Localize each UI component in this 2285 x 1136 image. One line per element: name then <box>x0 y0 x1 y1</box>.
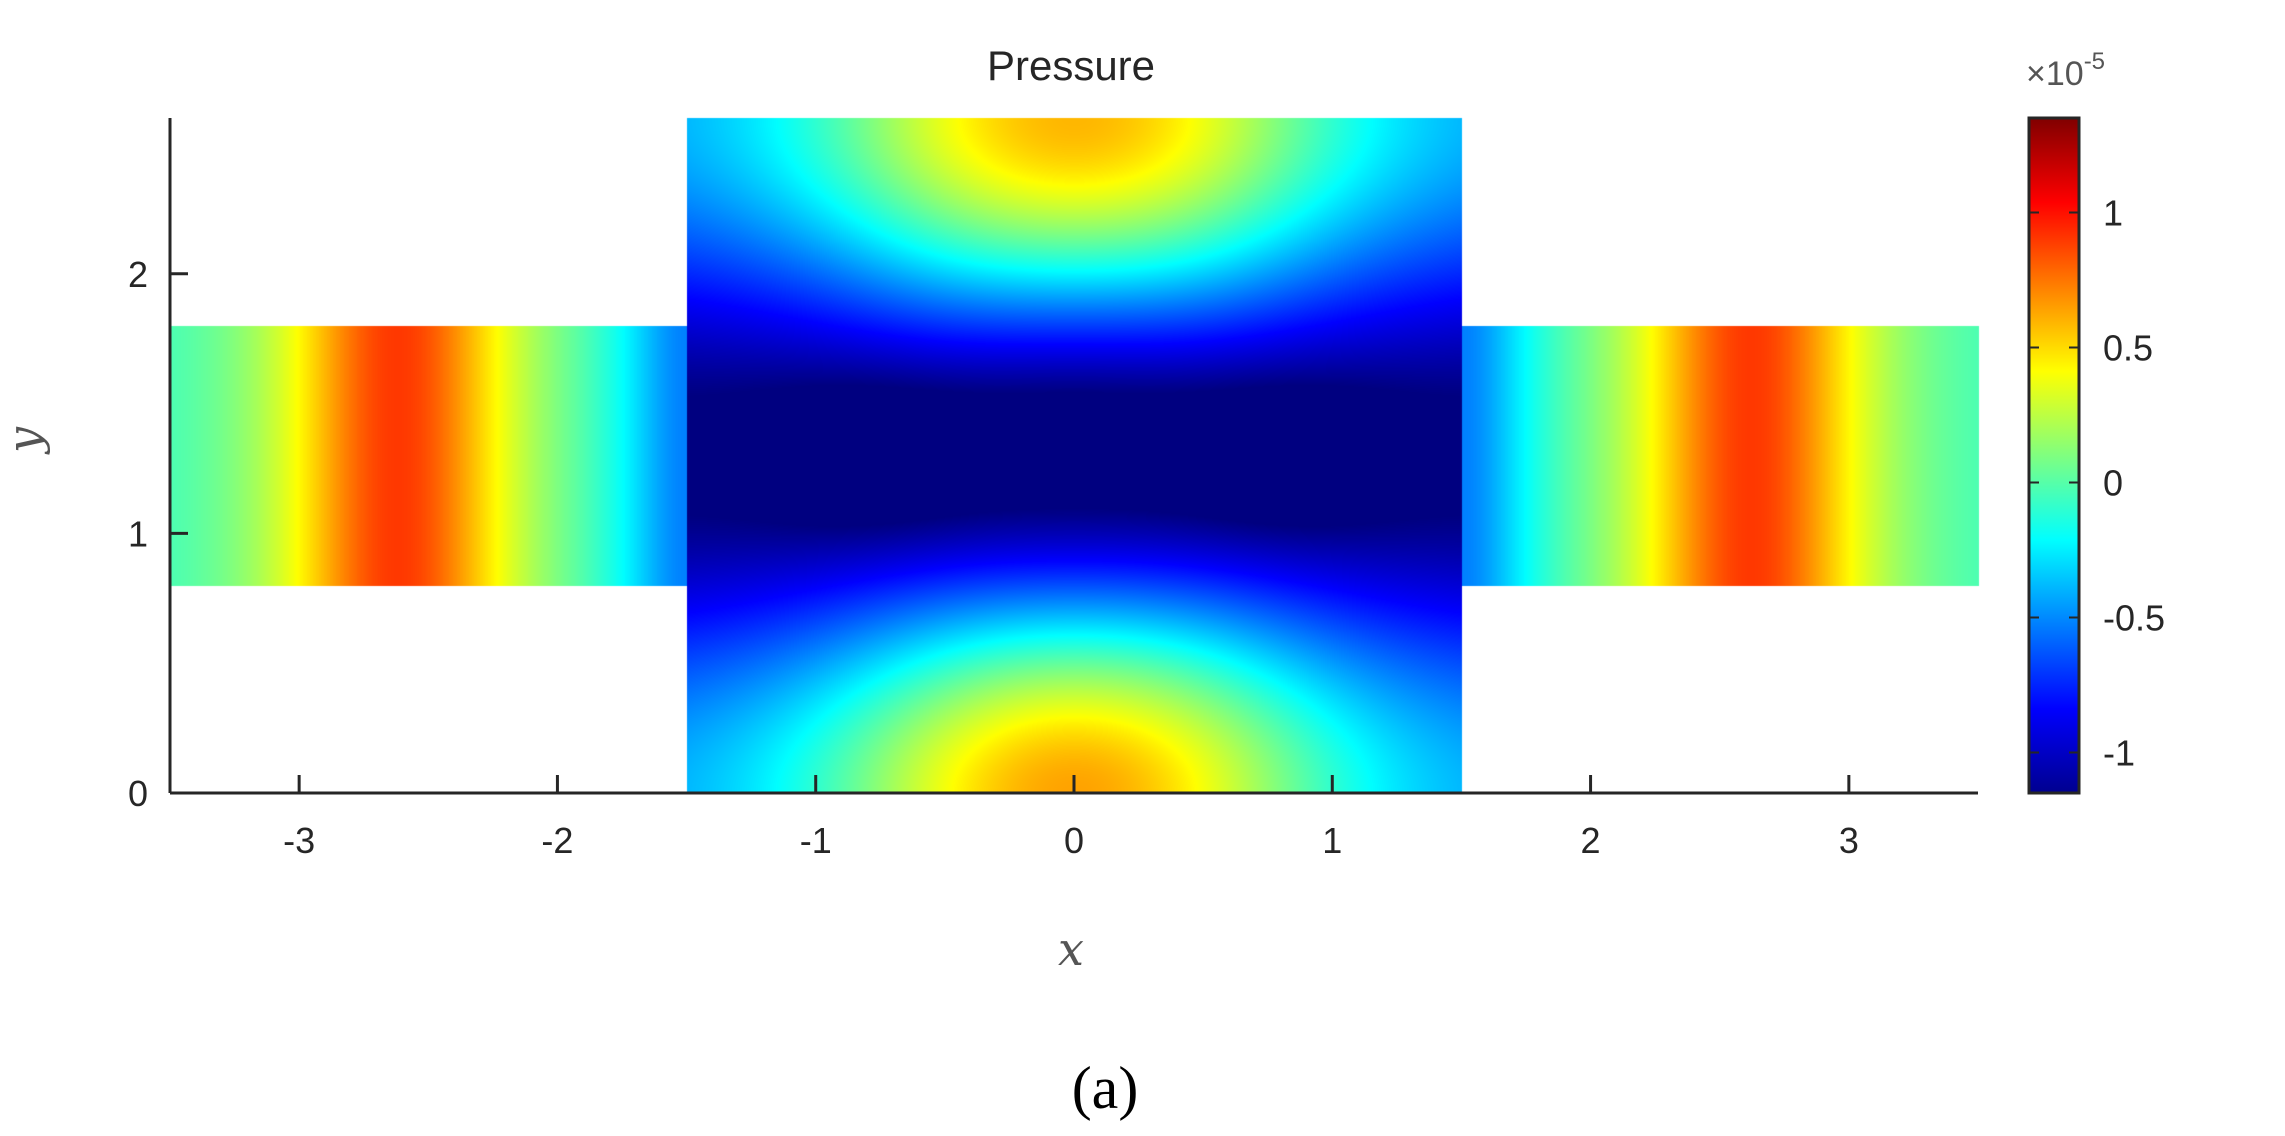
colorbar-tick-label: -1 <box>2103 733 2135 774</box>
y-axis-label: y <box>0 426 51 455</box>
colorbar-multiplier: ×10-5 <box>2026 48 2105 93</box>
colorbar-tick-label: -0.5 <box>2103 598 2165 639</box>
x-axis-label: x <box>1058 922 1084 976</box>
colorbar: -1 -0.5 0 0.5 1 ×10-5 <box>2026 48 2165 795</box>
x-tick-label: -1 <box>800 820 832 861</box>
chart-title: Pressure <box>987 42 1155 89</box>
x-tick-label: 2 <box>1581 820 1601 861</box>
x-tick-label: -2 <box>541 820 573 861</box>
colorbar-tick-label: 0.5 <box>2103 328 2153 369</box>
x-tick-label: -3 <box>283 820 315 861</box>
y-tick-label: 1 <box>128 513 148 554</box>
colorbar-multiplier-base: ×10 <box>2026 55 2084 93</box>
x-tick-label: 3 <box>1839 820 1859 861</box>
y-tick-label: 2 <box>128 254 148 295</box>
colorbar-tick-label: 1 <box>2103 193 2123 234</box>
panel-label: (a) <box>1072 1055 1139 1121</box>
colorbar-multiplier-exponent: -5 <box>2084 48 2105 75</box>
x-tick-label: 1 <box>1322 820 1342 861</box>
axes: -3 -2 -1 0 1 2 3 0 1 2 <box>128 118 1978 861</box>
colorbar-gradient <box>2027 116 2081 795</box>
x-ticks: -3 -2 -1 0 1 2 3 <box>283 775 1859 861</box>
x-tick-label: 0 <box>1064 820 1084 861</box>
colorbar-tick-label: 0 <box>2103 463 2123 504</box>
colorbar-ticks: -1 -0.5 0 0.5 1 <box>2029 193 2165 774</box>
y-ticks: 0 1 2 <box>128 254 188 814</box>
y-tick-label: 0 <box>128 773 148 814</box>
